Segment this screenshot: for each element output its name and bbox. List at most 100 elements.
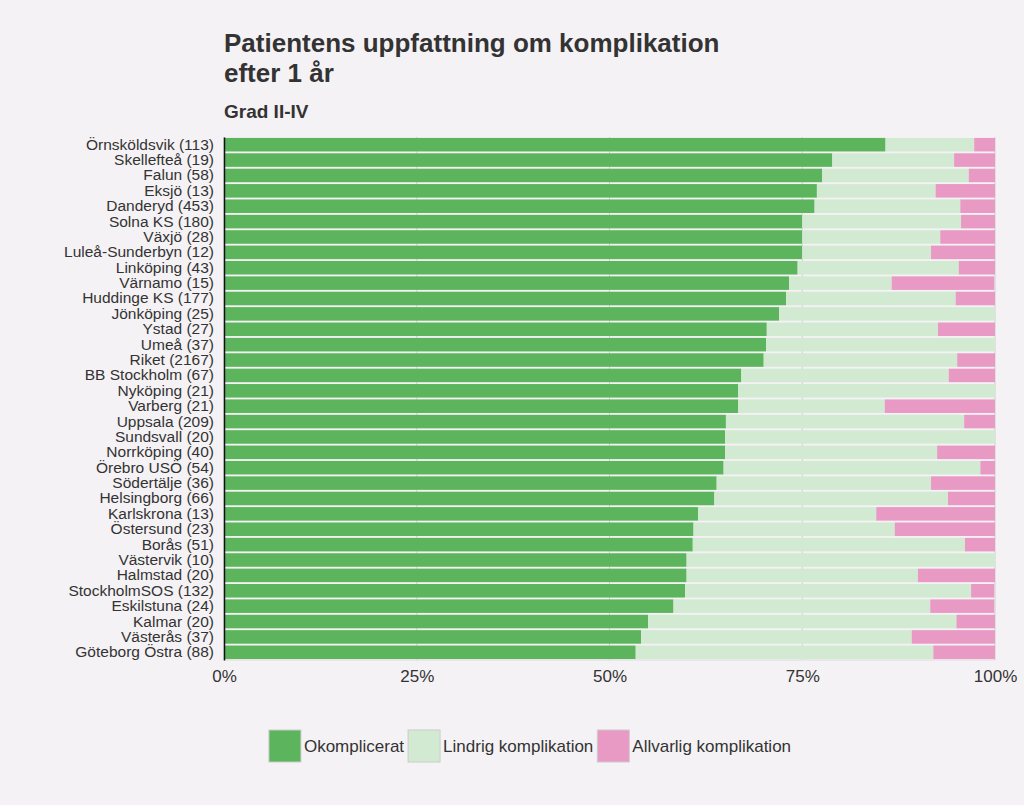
bar-segment [224, 307, 779, 321]
bar-segment [954, 153, 995, 167]
bar-segment [886, 138, 975, 152]
bar-segment [767, 323, 938, 337]
legend-item: Okomplicerat [269, 730, 404, 762]
bar-segment [802, 246, 931, 260]
legend-label: Lindrig komplikation [443, 737, 593, 756]
bar-segment [802, 230, 940, 244]
bar-segment [224, 415, 726, 429]
legend-swatch [408, 730, 440, 762]
bar-segment [224, 184, 817, 198]
bar-segment [918, 569, 995, 583]
bar-segment [738, 399, 884, 413]
y-axis: Örnsköldsvik (113)Skellefteå (19)Falun (… [64, 136, 224, 661]
axis-line [224, 138, 226, 661]
bar-segment [995, 338, 996, 352]
bar-segment [815, 199, 961, 213]
bar-segment [636, 646, 934, 660]
axis-line [225, 660, 996, 661]
legend-item: Allvarlig komplikation [597, 730, 791, 762]
bar-segment [969, 169, 995, 183]
bar-segment [224, 569, 687, 583]
bar-segment [687, 553, 995, 567]
bar-segment [822, 169, 968, 183]
bar-segment [995, 553, 996, 567]
bar-segment [224, 430, 725, 444]
bar-segment [798, 261, 959, 275]
bar-segment [741, 369, 948, 383]
bar-segment [726, 415, 964, 429]
bar-segment [876, 507, 995, 521]
bar-segment [224, 646, 636, 660]
bar-segment [224, 353, 764, 367]
tick: 0% [212, 660, 237, 686]
bar-segment [937, 446, 995, 460]
bar-segment [673, 599, 930, 613]
title: Patientens uppfattning om komplikationef… [224, 28, 719, 88]
bar-segment [224, 199, 815, 213]
bar-segment [224, 553, 687, 567]
bar-segment [641, 630, 912, 644]
bar-segment [224, 492, 714, 506]
bar-segment [224, 338, 766, 352]
bar-segment [885, 399, 995, 413]
bar-segment [224, 246, 802, 260]
bar-segment [224, 522, 694, 536]
bar-segment [694, 522, 895, 536]
bar-segment [693, 538, 965, 552]
grid [224, 137, 995, 660]
bar-segment [725, 446, 937, 460]
category-label: Göteborg Östra (88) [75, 643, 214, 660]
bar-segment [995, 430, 996, 444]
tick: 100% [974, 660, 1017, 686]
bar-segment [959, 261, 995, 275]
bar-segment [224, 461, 724, 475]
legend: Okomplicerat Lindrig komplikation Allvarli… [269, 730, 791, 762]
bar-segment [789, 276, 892, 290]
bar-segment [224, 599, 673, 613]
bar-segment [766, 338, 995, 352]
bar-segment [224, 215, 802, 229]
tick: Göteborg Östra (88) [75, 643, 224, 660]
bar-segment [224, 507, 698, 521]
x-range-line [224, 660, 995, 661]
bar-segment [995, 384, 996, 398]
bar-segment [965, 538, 995, 552]
bar-segment [971, 584, 994, 598]
tick-label: 50% [593, 667, 627, 686]
title-line: Patientens uppfattning om komplikation [224, 28, 719, 58]
bar-segment [956, 615, 995, 629]
bar-segment [648, 615, 956, 629]
bar-segment [930, 599, 994, 613]
legend-swatch [269, 730, 301, 762]
bar-segment [224, 399, 738, 413]
bar-segment [685, 584, 971, 598]
bar-segment [224, 230, 802, 244]
bar-segment [995, 307, 996, 321]
bar-segment [817, 184, 936, 198]
bar-segment [224, 615, 648, 629]
bar-segment [738, 384, 995, 398]
bar-segment [224, 323, 767, 337]
bar-segment [912, 630, 995, 644]
bar-segment [724, 461, 981, 475]
tick: 25% [400, 660, 434, 686]
subtitle: Grad II-IV [224, 101, 309, 122]
tick: 50% [593, 660, 627, 686]
legend-item: Lindrig komplikation [408, 730, 593, 762]
x-axis: 0% 25% 50% 75% 100% [212, 660, 1017, 686]
bar-segment [224, 369, 741, 383]
bar-segment [980, 461, 995, 475]
bar-segment [224, 153, 832, 167]
tick-label: 0% [212, 667, 237, 686]
legend-label: Allvarlig komplikation [632, 737, 791, 756]
bar-segment [974, 138, 995, 152]
bar-segment [224, 384, 738, 398]
bar-segment [224, 476, 717, 490]
tick-label: 75% [786, 667, 820, 686]
bar-segment [687, 569, 918, 583]
bar-segment [936, 184, 995, 198]
bar-segment [931, 476, 995, 490]
grid-line [224, 137, 225, 660]
tick: 75% [786, 660, 820, 686]
bar-segment [960, 199, 995, 213]
